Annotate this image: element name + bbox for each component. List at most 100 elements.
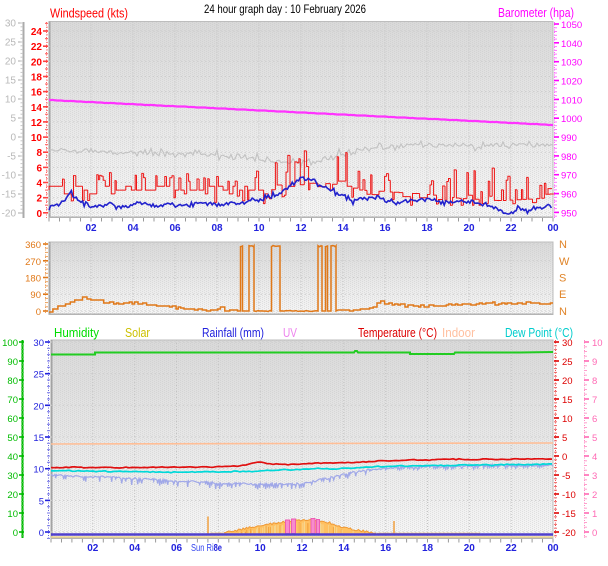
svg-text:02: 02 bbox=[85, 223, 97, 234]
svg-text:14: 14 bbox=[337, 223, 349, 234]
svg-text:4: 4 bbox=[36, 179, 42, 190]
svg-text:20: 20 bbox=[5, 57, 17, 68]
svg-text:15: 15 bbox=[562, 395, 573, 406]
svg-text:20: 20 bbox=[33, 401, 44, 412]
svg-text:10: 10 bbox=[253, 223, 265, 234]
svg-text:04: 04 bbox=[129, 543, 141, 554]
svg-text:1010: 1010 bbox=[561, 95, 582, 106]
svg-text:4: 4 bbox=[592, 452, 597, 463]
svg-text:30: 30 bbox=[562, 338, 573, 349]
svg-text:-5: -5 bbox=[7, 152, 16, 163]
svg-text:Sun Ri8e: Sun Ri8e bbox=[191, 543, 222, 554]
svg-text:22: 22 bbox=[505, 223, 517, 234]
svg-text:2: 2 bbox=[36, 194, 42, 205]
svg-text:S: S bbox=[559, 273, 566, 285]
svg-text:90: 90 bbox=[30, 290, 41, 301]
svg-text:0: 0 bbox=[36, 209, 42, 220]
svg-text:1000: 1000 bbox=[561, 114, 582, 125]
svg-text:9: 9 bbox=[592, 357, 597, 368]
svg-text:8: 8 bbox=[592, 376, 597, 387]
svg-text:N: N bbox=[559, 306, 567, 318]
svg-text:3: 3 bbox=[592, 471, 597, 482]
svg-text:10: 10 bbox=[31, 133, 43, 144]
svg-text:16: 16 bbox=[380, 543, 392, 554]
svg-text:1050: 1050 bbox=[561, 20, 582, 31]
svg-text:-10: -10 bbox=[2, 171, 17, 182]
svg-text:25: 25 bbox=[5, 38, 17, 49]
svg-text:24: 24 bbox=[31, 27, 43, 38]
svg-text:960: 960 bbox=[561, 190, 577, 201]
svg-text:1040: 1040 bbox=[561, 39, 582, 50]
svg-text:12: 12 bbox=[31, 118, 43, 129]
svg-text:00: 00 bbox=[547, 543, 559, 554]
svg-text:18: 18 bbox=[421, 223, 433, 234]
svg-text:0: 0 bbox=[592, 528, 597, 539]
svg-text:10: 10 bbox=[7, 509, 18, 520]
svg-text:06: 06 bbox=[169, 223, 181, 234]
svg-text:950: 950 bbox=[561, 208, 577, 219]
svg-text:0: 0 bbox=[562, 452, 567, 463]
svg-text:10: 10 bbox=[5, 95, 17, 106]
svg-text:5: 5 bbox=[562, 433, 567, 444]
svg-text:5: 5 bbox=[39, 496, 44, 507]
svg-text:10: 10 bbox=[255, 543, 267, 554]
svg-text:30: 30 bbox=[33, 338, 44, 349]
svg-text:7: 7 bbox=[592, 395, 597, 406]
svg-text:18: 18 bbox=[422, 543, 434, 554]
svg-text:90: 90 bbox=[7, 357, 18, 368]
svg-text:10: 10 bbox=[33, 465, 44, 476]
svg-text:15: 15 bbox=[33, 433, 44, 444]
svg-text:50: 50 bbox=[7, 433, 18, 444]
svg-text:980: 980 bbox=[561, 152, 577, 163]
svg-text:16: 16 bbox=[379, 223, 391, 234]
svg-text:E: E bbox=[559, 289, 566, 301]
svg-text:22: 22 bbox=[506, 543, 518, 554]
svg-text:18: 18 bbox=[31, 73, 43, 84]
svg-text:1030: 1030 bbox=[561, 58, 582, 69]
svg-text:270: 270 bbox=[25, 257, 41, 268]
svg-text:00: 00 bbox=[547, 223, 559, 234]
svg-text:20: 20 bbox=[7, 490, 18, 501]
svg-text:0: 0 bbox=[39, 528, 44, 539]
svg-text:10: 10 bbox=[562, 414, 573, 425]
svg-text:20: 20 bbox=[463, 223, 475, 234]
svg-text:Rainfall (mm): Rainfall (mm) bbox=[202, 326, 264, 340]
svg-text:16: 16 bbox=[31, 88, 43, 99]
svg-text:2: 2 bbox=[592, 490, 597, 501]
svg-text:60: 60 bbox=[7, 414, 18, 425]
svg-text:970: 970 bbox=[561, 171, 577, 182]
svg-text:40: 40 bbox=[7, 452, 18, 463]
svg-text:6: 6 bbox=[36, 163, 42, 174]
svg-text:14: 14 bbox=[338, 543, 350, 554]
svg-text:04: 04 bbox=[127, 223, 139, 234]
svg-text:25: 25 bbox=[33, 370, 44, 381]
svg-text:30: 30 bbox=[7, 471, 18, 482]
svg-text:Temperature (°C): Temperature (°C) bbox=[358, 326, 437, 340]
svg-text:Solar: Solar bbox=[125, 326, 150, 340]
svg-text:UV: UV bbox=[283, 326, 298, 340]
svg-text:N: N bbox=[559, 239, 567, 251]
svg-text:20: 20 bbox=[31, 57, 43, 68]
svg-text:Barometer (hpa): Barometer (hpa) bbox=[498, 5, 574, 20]
svg-text:5: 5 bbox=[10, 114, 16, 125]
svg-text:Indoor: Indoor bbox=[442, 326, 475, 340]
svg-text:1: 1 bbox=[592, 509, 597, 520]
svg-text:5: 5 bbox=[592, 433, 597, 444]
svg-text:14: 14 bbox=[31, 103, 43, 114]
svg-text:24 hour graph day : 10 Februar: 24 hour graph day : 10 February 2026 bbox=[204, 2, 366, 16]
svg-text:990: 990 bbox=[561, 133, 577, 144]
svg-text:20: 20 bbox=[562, 376, 573, 387]
svg-text:30: 30 bbox=[5, 19, 17, 30]
svg-text:0: 0 bbox=[36, 307, 41, 318]
svg-text:0: 0 bbox=[10, 133, 16, 144]
svg-text:W: W bbox=[559, 256, 570, 268]
svg-text:22: 22 bbox=[31, 42, 43, 53]
svg-text:-10: -10 bbox=[562, 490, 576, 501]
svg-text:25: 25 bbox=[562, 357, 573, 368]
svg-text:12: 12 bbox=[296, 543, 308, 554]
svg-text:10: 10 bbox=[592, 338, 603, 349]
svg-text:1020: 1020 bbox=[561, 77, 582, 88]
svg-text:-20: -20 bbox=[562, 528, 576, 539]
svg-text:180: 180 bbox=[25, 274, 41, 285]
svg-text:Windspeed (kts): Windspeed (kts) bbox=[50, 6, 128, 21]
